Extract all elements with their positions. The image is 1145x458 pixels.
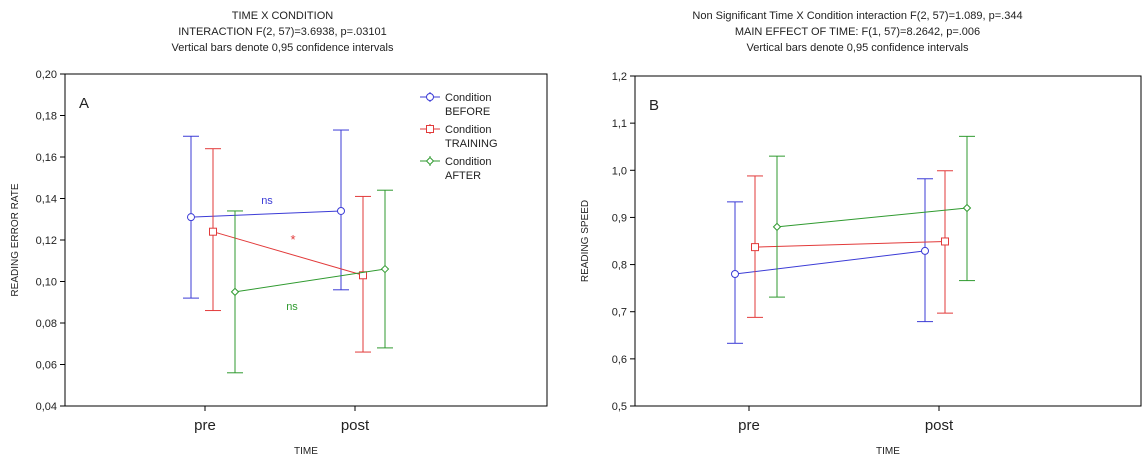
chart-b-title-block: Non Significant Time X Condition interac…	[570, 8, 1145, 56]
chart-b-data-point	[731, 270, 739, 278]
chart-b-data-point	[921, 246, 929, 255]
chart-b-series-line	[754, 240, 946, 248]
chart-a-y-tick-label: 0,14	[36, 194, 57, 206]
chart-b-data-point	[962, 203, 972, 213]
chart-a-title-line-2: INTERACTION F(2, 57)=3.6938, p=.03101	[178, 26, 387, 38]
chart-a-title-block: TIME X CONDITION INTERACTION F(2, 57)=3.…	[0, 8, 565, 56]
chart-a-data-point	[359, 271, 367, 280]
chart-a-x-axis-title: TIME	[294, 446, 318, 457]
chart-a-y-tick-label: 0,16	[36, 152, 57, 164]
chart-a-data-point	[209, 227, 217, 236]
chart-a-data-point	[187, 213, 195, 222]
chart-a-legend-marker	[426, 125, 434, 133]
chart-b-series-line	[776, 207, 968, 228]
chart-a-legend-label: BEFORE	[445, 106, 490, 118]
chart-b-svg: 0,5 0,6 0,7 0,8 0,9 1,0 1,1 1,2 pre post TIME READI…	[580, 71, 1142, 457]
chart-b-plot-frame	[634, 75, 1142, 407]
chart-b-data-point	[941, 237, 949, 246]
chart-a-title-line-1: TIME X CONDITION	[231, 10, 334, 22]
chart-b-title-line-3: Vertical bars denote 0,95 confidence int…	[746, 42, 969, 54]
chart-a-annotation: ns	[261, 195, 273, 207]
chart-a-panel-label: A	[79, 95, 89, 112]
chart-a-legend-label: Condition	[445, 124, 491, 136]
chart-b-y-tick-label: 1,2	[612, 71, 627, 83]
chart-a-y-tick-label: 0,06	[36, 360, 57, 372]
chart-b-x-tick-label: post	[925, 417, 954, 434]
chart-a-data-point	[380, 264, 390, 274]
chart-b-panel-label: B	[649, 97, 659, 114]
chart-b-series-line	[734, 250, 926, 275]
chart-b-y-tick-label: 0,8	[612, 260, 627, 272]
chart-a-y-tick-label: 0,12	[36, 235, 57, 247]
chart-b-data-point	[751, 243, 759, 252]
chart-b-y-tick-label: 0,5	[612, 401, 627, 413]
chart-panel-b: Non Significant Time X Condition interac…	[570, 0, 1145, 458]
chart-a-annotation: *	[290, 232, 295, 247]
chart-a-legend-label: Condition	[445, 92, 491, 104]
chart-a-x-tick-label: post	[341, 417, 370, 434]
chart-a-legend-marker	[426, 93, 434, 101]
chart-a-legend-marker	[425, 156, 435, 166]
chart-a-series-line	[234, 268, 386, 293]
chart-b-y-tick-label: 1,0	[612, 165, 627, 177]
chart-a-data-point	[230, 287, 240, 297]
chart-b-y-axis-title: READING SPEED	[580, 200, 591, 282]
chart-a-series-line	[212, 231, 364, 276]
chart-a-legend-label: AFTER	[445, 170, 481, 182]
chart-a-annotation: ns	[286, 301, 298, 313]
chart-b-x-tick-label: pre	[738, 417, 760, 434]
chart-a-y-axis-title: READING ERROR RATE	[10, 183, 21, 296]
chart-a-series-line	[190, 210, 342, 218]
chart-a-x-tick-label: pre	[194, 417, 216, 434]
chart-a-data-point	[337, 206, 345, 215]
chart-b-x-axis-title: TIME	[876, 446, 900, 457]
chart-a-legend-label: Condition	[445, 156, 491, 168]
chart-b-title-line-2: MAIN EFFECT OF TIME: F(1, 57)=8.2642, p=…	[734, 26, 981, 38]
chart-b-data-point	[772, 222, 782, 232]
chart-b-title-line-1: Non Significant Time X Condition interac…	[692, 10, 1023, 22]
chart-a-y-tick-label: 0,18	[36, 111, 57, 123]
chart-a-svg: 0,04 0,06 0,08 0,10 0,12 0,14 0,16 0,18 0,20 pre p…	[10, 69, 548, 457]
chart-panel-a: TIME X CONDITION INTERACTION F(2, 57)=3.…	[0, 0, 565, 458]
chart-a-y-tick-label: 0,08	[36, 318, 57, 330]
chart-a-y-tick-label: 0,04	[36, 401, 57, 413]
chart-b-y-tick-label: 0,9	[612, 212, 627, 224]
chart-a-title-line-3: Vertical bars denote 0,95 confidence int…	[171, 42, 394, 54]
chart-b-y-tick-label: 0,6	[612, 354, 627, 366]
chart-b-y-tick-label: 1,1	[612, 118, 627, 130]
chart-a-y-tick-label: 0,20	[36, 69, 57, 81]
chart-a-legend-label: TRAINING	[445, 138, 498, 150]
chart-a-y-tick-label: 0,10	[36, 277, 57, 289]
chart-b-y-tick-label: 0,7	[612, 307, 627, 319]
